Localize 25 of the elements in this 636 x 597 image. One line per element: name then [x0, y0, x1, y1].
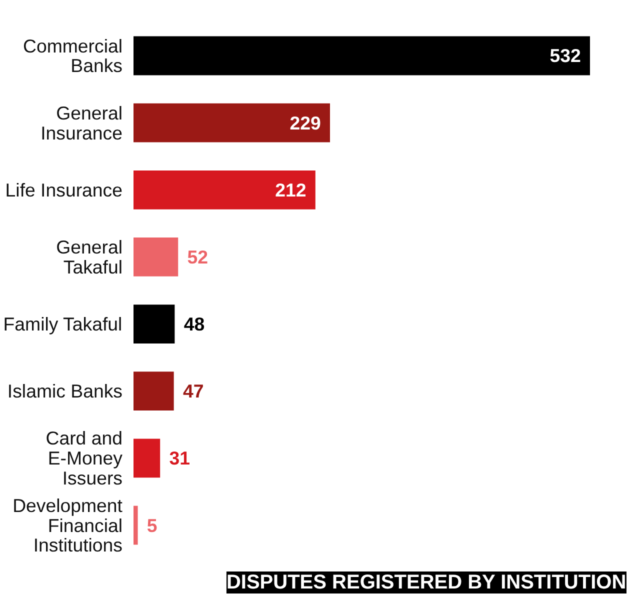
bar: [134, 103, 330, 142]
bar: [134, 170, 316, 210]
y-tick-label: Card and E-Money Issuers: [46, 428, 124, 489]
bar: [134, 506, 138, 545]
y-tick-label: Development Financial Institutions: [12, 494, 124, 556]
bar: [134, 304, 175, 344]
data-label: 52: [187, 246, 208, 268]
data-label: 532: [550, 45, 581, 66]
data-label: 47: [182, 380, 204, 402]
bar: [134, 372, 174, 411]
text: DISPUTES REGISTERED BY INSTITUTION: [226, 572, 626, 594]
y-tick-label: General Insurance: [40, 102, 123, 144]
data-label: 229: [290, 112, 321, 134]
y-tick-label: General Takaful: [56, 236, 123, 278]
data-label: 5: [146, 514, 158, 536]
y-tick-label: Commercial Banks: [22, 35, 123, 76]
data-label: 212: [275, 179, 306, 200]
data-label: 48: [184, 314, 205, 335]
bar: [134, 36, 590, 76]
y-tick-label: Family Takaful: [3, 314, 122, 335]
data-label: 31: [169, 448, 190, 469]
y-tick-label: Islamic Banks: [7, 380, 123, 402]
y-tick-label: Life Insurance: [5, 179, 123, 200]
bar: [134, 238, 178, 276]
bar: [134, 438, 160, 478]
